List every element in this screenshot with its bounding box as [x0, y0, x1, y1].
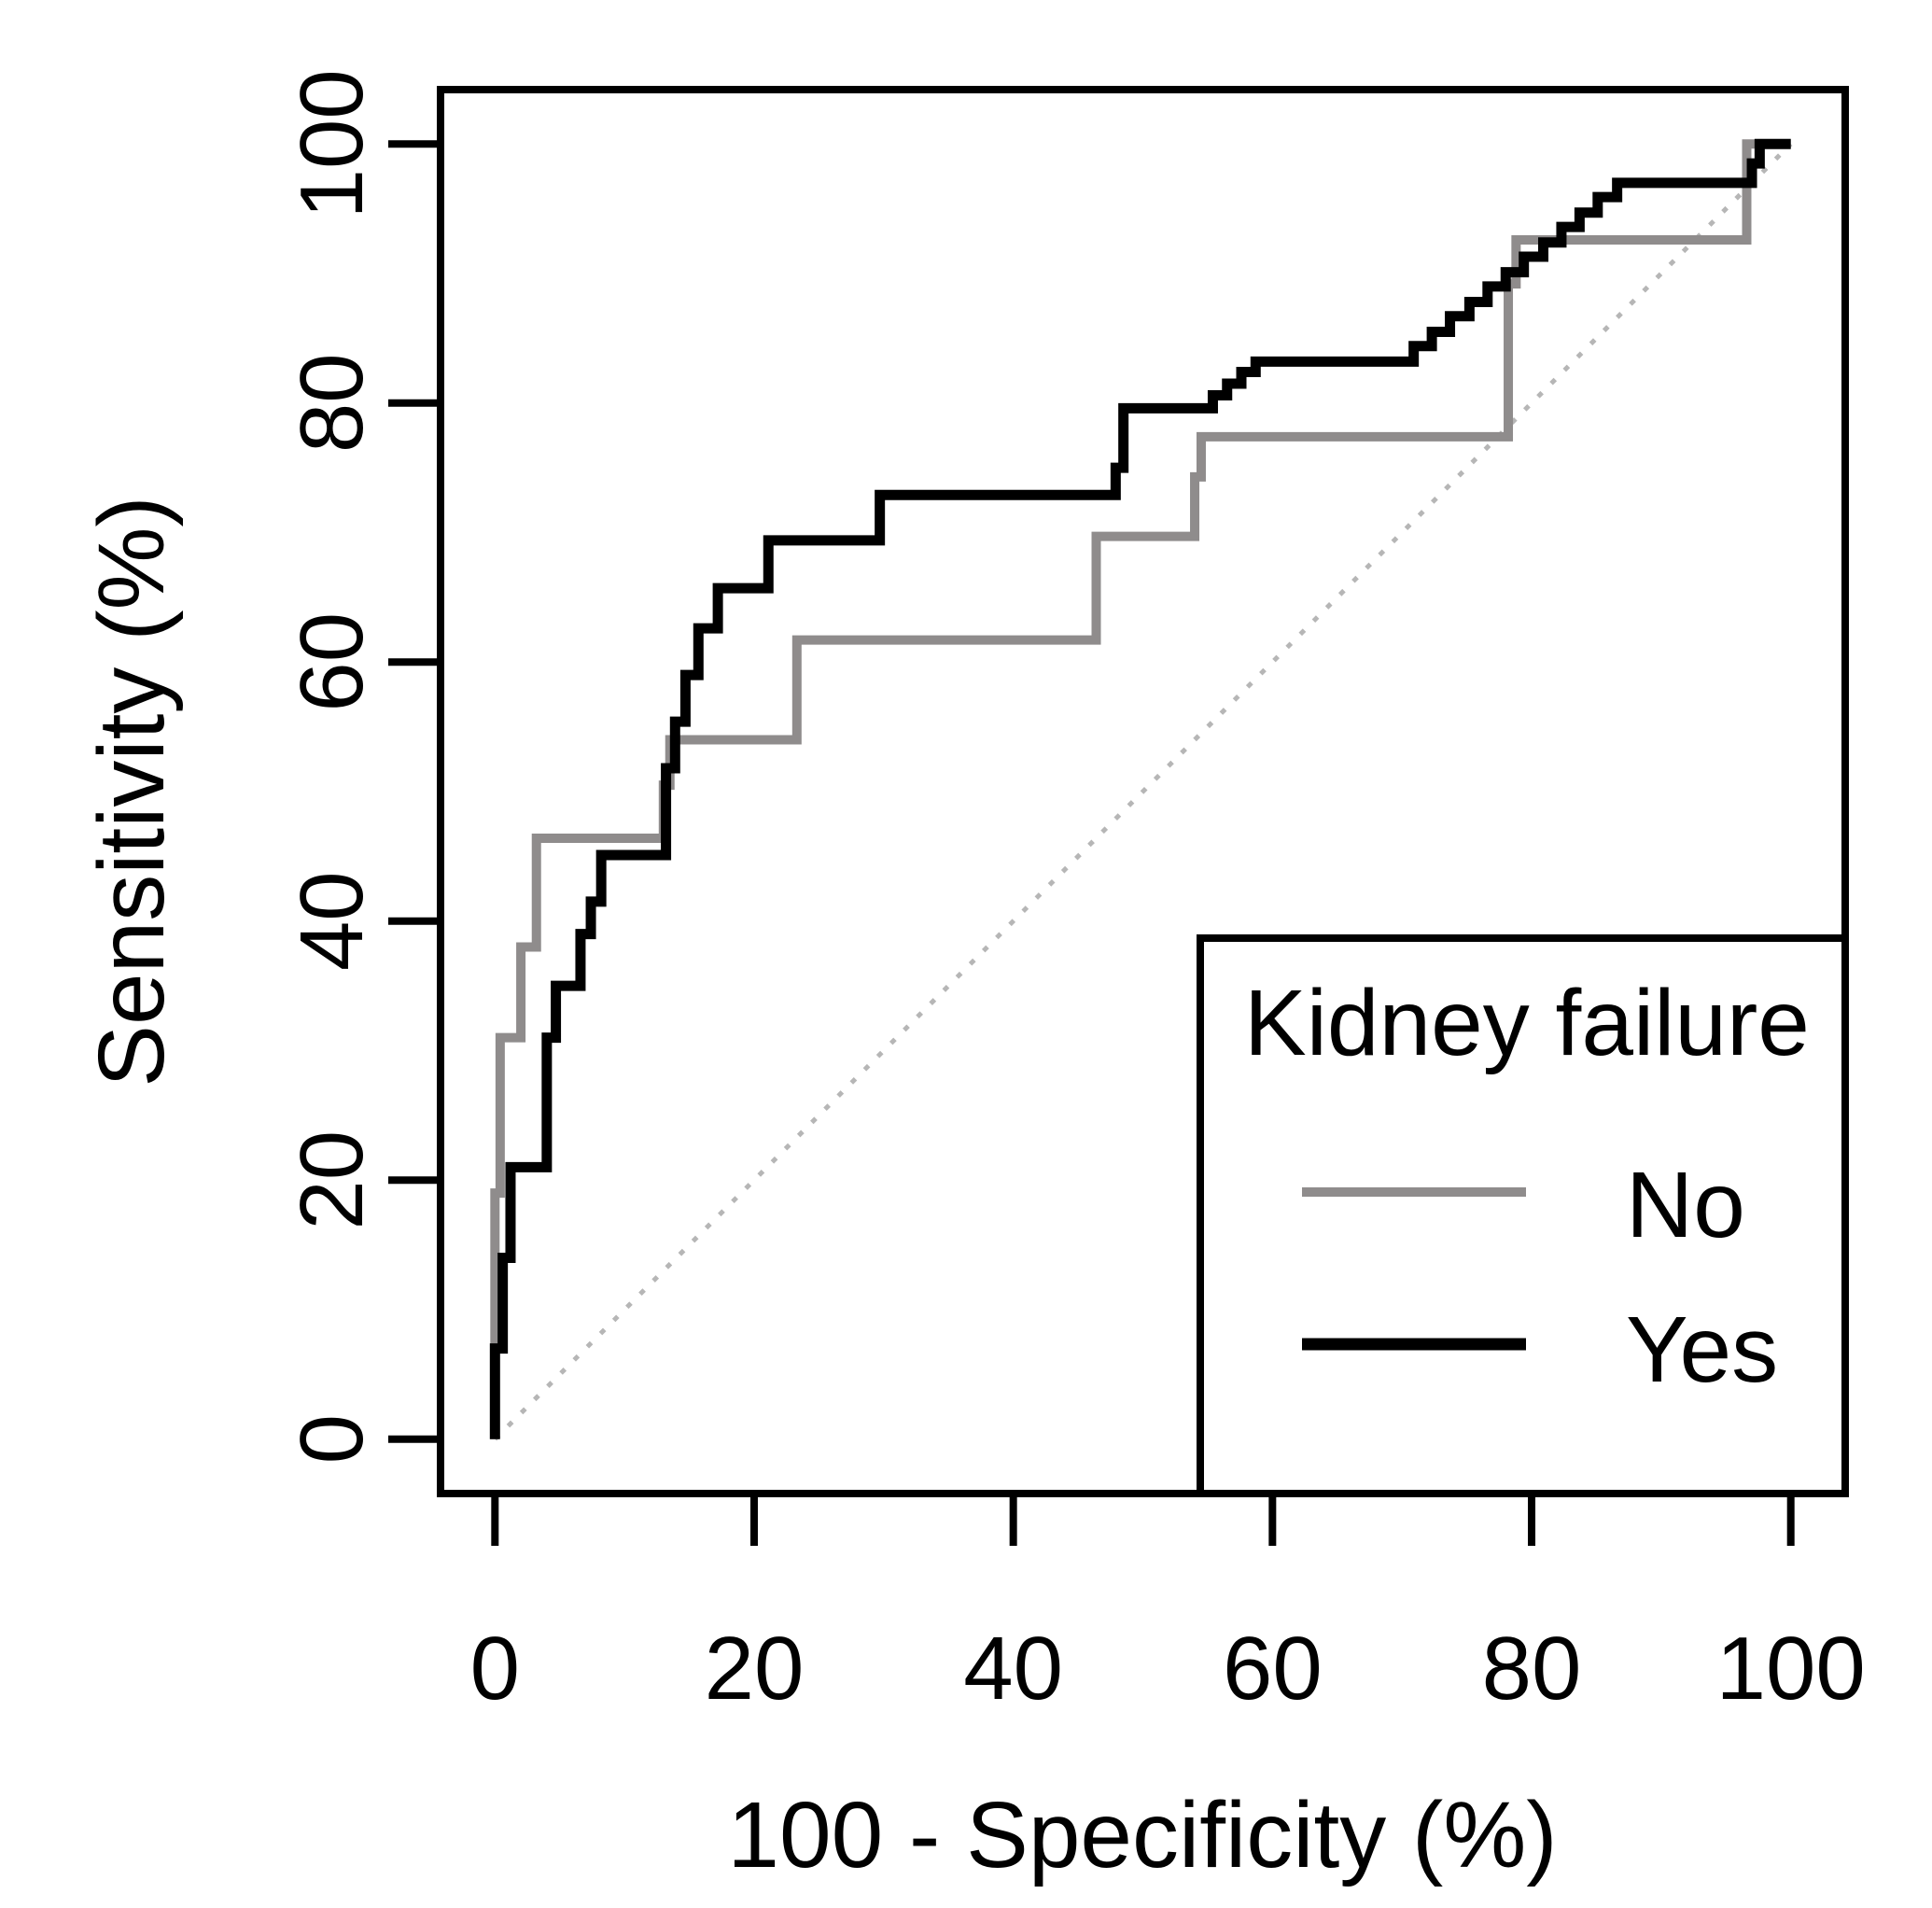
y-tick-label: 80 — [282, 353, 382, 453]
x-tick-label: 0 — [470, 1619, 520, 1719]
roc-curve-yes — [489, 138, 1791, 1439]
legend-label-yes: Yes — [1626, 1298, 1778, 1402]
x-tick-label: 80 — [1482, 1619, 1582, 1719]
x-tick-label: 20 — [705, 1619, 805, 1719]
legend-title: Kidney failure — [1244, 971, 1810, 1075]
legend-label-no: No — [1626, 1153, 1745, 1257]
legend-box — [1197, 934, 1849, 1497]
y-axis-title: Sensitivity (%) — [79, 496, 184, 1087]
y-axis-ticks: 0 20 40 60 80 100 — [282, 69, 441, 1464]
plot-box — [437, 86, 1849, 1497]
roc-curve-no — [490, 139, 1791, 1439]
y-tick-label: 60 — [282, 612, 382, 712]
x-tick-label: 40 — [963, 1619, 1063, 1719]
x-axis-ticks: 0 20 40 60 80 100 — [470, 1494, 1866, 1719]
y-tick-label: 0 — [282, 1414, 382, 1464]
x-axis-title: 100 - Specificity (%) — [727, 1783, 1557, 1887]
legend: Kidney failure No Yes — [1197, 934, 1849, 1497]
x-tick-label: 60 — [1223, 1619, 1323, 1719]
y-tick-label: 20 — [282, 1130, 382, 1230]
y-tick-label: 100 — [282, 69, 382, 218]
x-tick-label: 100 — [1716, 1619, 1866, 1719]
diagonal-reference-line — [493, 142, 1793, 1441]
plot-area: 0 20 40 60 80 100 0 20 40 60 80 100 — [282, 69, 1866, 1719]
y-tick-label: 40 — [282, 871, 382, 971]
